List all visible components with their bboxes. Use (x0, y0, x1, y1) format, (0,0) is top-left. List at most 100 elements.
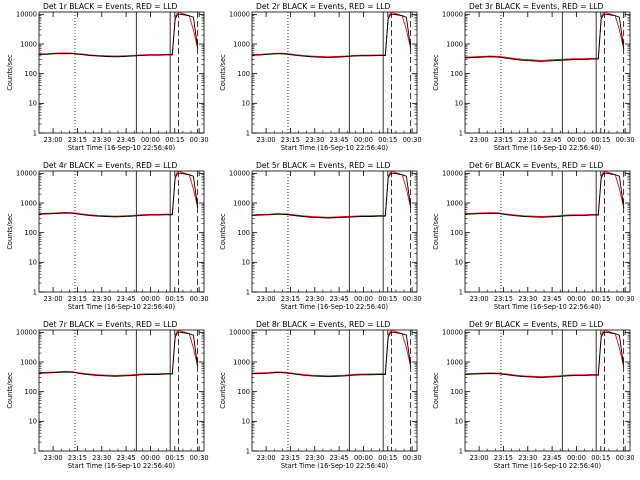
x-tick-label: 23:45 (330, 295, 349, 303)
chart-panel-8: Det 8r BLACK = Events, RED = LLD 1 10 100 10… (219, 320, 422, 470)
plot-frame (464, 11, 631, 134)
series-lld-line (38, 329, 199, 376)
series-events-line (251, 172, 412, 219)
chart-title: Det 3r BLACK = Events, RED = LLD (469, 2, 604, 11)
x-tick-label: 00:15 (165, 295, 184, 303)
y-tick-label: 100 (237, 229, 250, 237)
y-axis-label: Counts/sec (6, 213, 14, 250)
x-tick-label: 23:15 (281, 295, 300, 303)
chart-title: Det 4r BLACK = Events, RED = LLD (43, 161, 178, 170)
y-axis-label: Counts/sec (432, 54, 440, 91)
y-tick-label: 10 (455, 418, 463, 426)
x-tick-label: 00:15 (378, 295, 397, 303)
series-lld-line (251, 170, 412, 218)
series-lld-line (251, 329, 412, 377)
x-tick-label: 23:45 (330, 454, 349, 462)
x-tick-label: 00:30 (403, 136, 422, 144)
y-tick-label: 100 (450, 229, 463, 237)
chart-panel-5: Det 5r BLACK = Events, RED = LLD 1 10 100 10… (219, 161, 422, 311)
x-tick-label: 23:00 (470, 295, 489, 303)
y-tick-label: 10000 (229, 11, 250, 19)
x-tick-label: 23:45 (117, 454, 136, 462)
y-tick-label: 1 (33, 447, 37, 455)
x-tick-label: 23:15 (68, 136, 87, 144)
y-axis-label: Counts/sec (432, 372, 440, 409)
plot-frame (464, 170, 631, 293)
chart-panel-3: Det 3r BLACK = Events, RED = LLD 1 10 100 10… (432, 2, 635, 152)
x-tick-label: 23:30 (305, 454, 324, 462)
x-tick-label: 00:00 (141, 136, 160, 144)
series-lld-line (464, 170, 625, 217)
plot-frame (38, 170, 205, 293)
x-tick-label: 00:00 (354, 454, 373, 462)
x-axis-label: Start Time (16-Sep-10 22:56:40) (281, 462, 388, 470)
y-tick-label: 1 (459, 447, 463, 455)
y-tick-label: 1 (459, 288, 463, 296)
chart-title: Det 9r BLACK = Events, RED = LLD (469, 320, 604, 329)
y-axis-label: Counts/sec (219, 213, 227, 250)
x-axis-label: Start Time (16-Sep-10 22:56:40) (494, 303, 601, 311)
chart-panel-7: Det 7r BLACK = Events, RED = LLD 1 10 100 10… (6, 320, 209, 470)
y-tick-label: 10 (29, 259, 37, 267)
chart-panel-1: Det 1r BLACK = Events, RED = LLD 1 10 100 10… (6, 2, 209, 152)
x-tick-label: 00:00 (141, 295, 160, 303)
x-tick-label: 23:15 (281, 136, 300, 144)
y-tick-label: 100 (24, 229, 37, 237)
y-tick-label: 10000 (229, 329, 250, 337)
x-tick-label: 23:00 (44, 136, 63, 144)
x-axis-label: Start Time (16-Sep-10 22:56:40) (68, 303, 175, 311)
y-tick-label: 10000 (442, 170, 463, 178)
plot-frame (38, 329, 205, 452)
x-tick-label: 00:00 (354, 136, 373, 144)
x-tick-label: 00:00 (567, 454, 586, 462)
plot-frame (251, 11, 418, 134)
y-tick-label: 10 (242, 100, 250, 108)
series-events-line (38, 13, 199, 58)
x-tick-label: 23:30 (305, 295, 324, 303)
x-tick-label: 00:00 (567, 295, 586, 303)
y-tick-label: 100 (24, 70, 37, 78)
series-lld-line (464, 329, 625, 378)
x-axis-label: Start Time (16-Sep-10 22:56:40) (494, 462, 601, 470)
y-tick-label: 10000 (16, 170, 37, 178)
y-tick-label: 100 (237, 70, 250, 78)
x-tick-label: 23:00 (257, 454, 276, 462)
x-axis-label: Start Time (16-Sep-10 22:56:40) (494, 144, 601, 152)
y-tick-label: 10000 (442, 329, 463, 337)
x-tick-label: 23:30 (92, 136, 111, 144)
x-tick-label: 23:30 (518, 136, 537, 144)
y-axis-label: Counts/sec (219, 54, 227, 91)
x-axis-label: Start Time (16-Sep-10 22:56:40) (68, 144, 175, 152)
x-tick-label: 00:30 (403, 295, 422, 303)
x-tick-label: 23:00 (257, 295, 276, 303)
x-tick-label: 23:00 (470, 454, 489, 462)
series-events-line (251, 331, 412, 378)
x-tick-label: 23:00 (44, 295, 63, 303)
y-tick-label: 10 (455, 259, 463, 267)
x-tick-label: 23:45 (543, 454, 562, 462)
y-axis-label: Counts/sec (432, 213, 440, 250)
series-lld-line (38, 170, 199, 217)
x-tick-label: 00:15 (165, 454, 184, 462)
x-tick-label: 00:15 (591, 454, 610, 462)
x-tick-label: 23:15 (68, 295, 87, 303)
y-tick-label: 1000 (446, 40, 463, 48)
y-tick-label: 10 (242, 418, 250, 426)
x-tick-label: 00:30 (616, 295, 635, 303)
x-tick-label: 23:45 (543, 295, 562, 303)
x-tick-label: 00:00 (354, 295, 373, 303)
x-tick-label: 00:00 (141, 454, 160, 462)
y-tick-label: 1000 (446, 358, 463, 366)
y-tick-label: 100 (450, 70, 463, 78)
y-tick-label: 1 (33, 288, 37, 296)
y-tick-label: 1000 (233, 40, 250, 48)
y-tick-label: 1 (459, 129, 463, 137)
plot-frame (464, 329, 631, 452)
x-tick-label: 23:30 (92, 454, 111, 462)
plot-frame (251, 170, 418, 293)
chart-title: Det 7r BLACK = Events, RED = LLD (43, 320, 178, 329)
x-tick-label: 00:30 (616, 136, 635, 144)
x-tick-label: 00:15 (378, 454, 397, 462)
y-tick-label: 10000 (442, 11, 463, 19)
x-axis-label: Start Time (16-Sep-10 22:56:40) (281, 144, 388, 152)
